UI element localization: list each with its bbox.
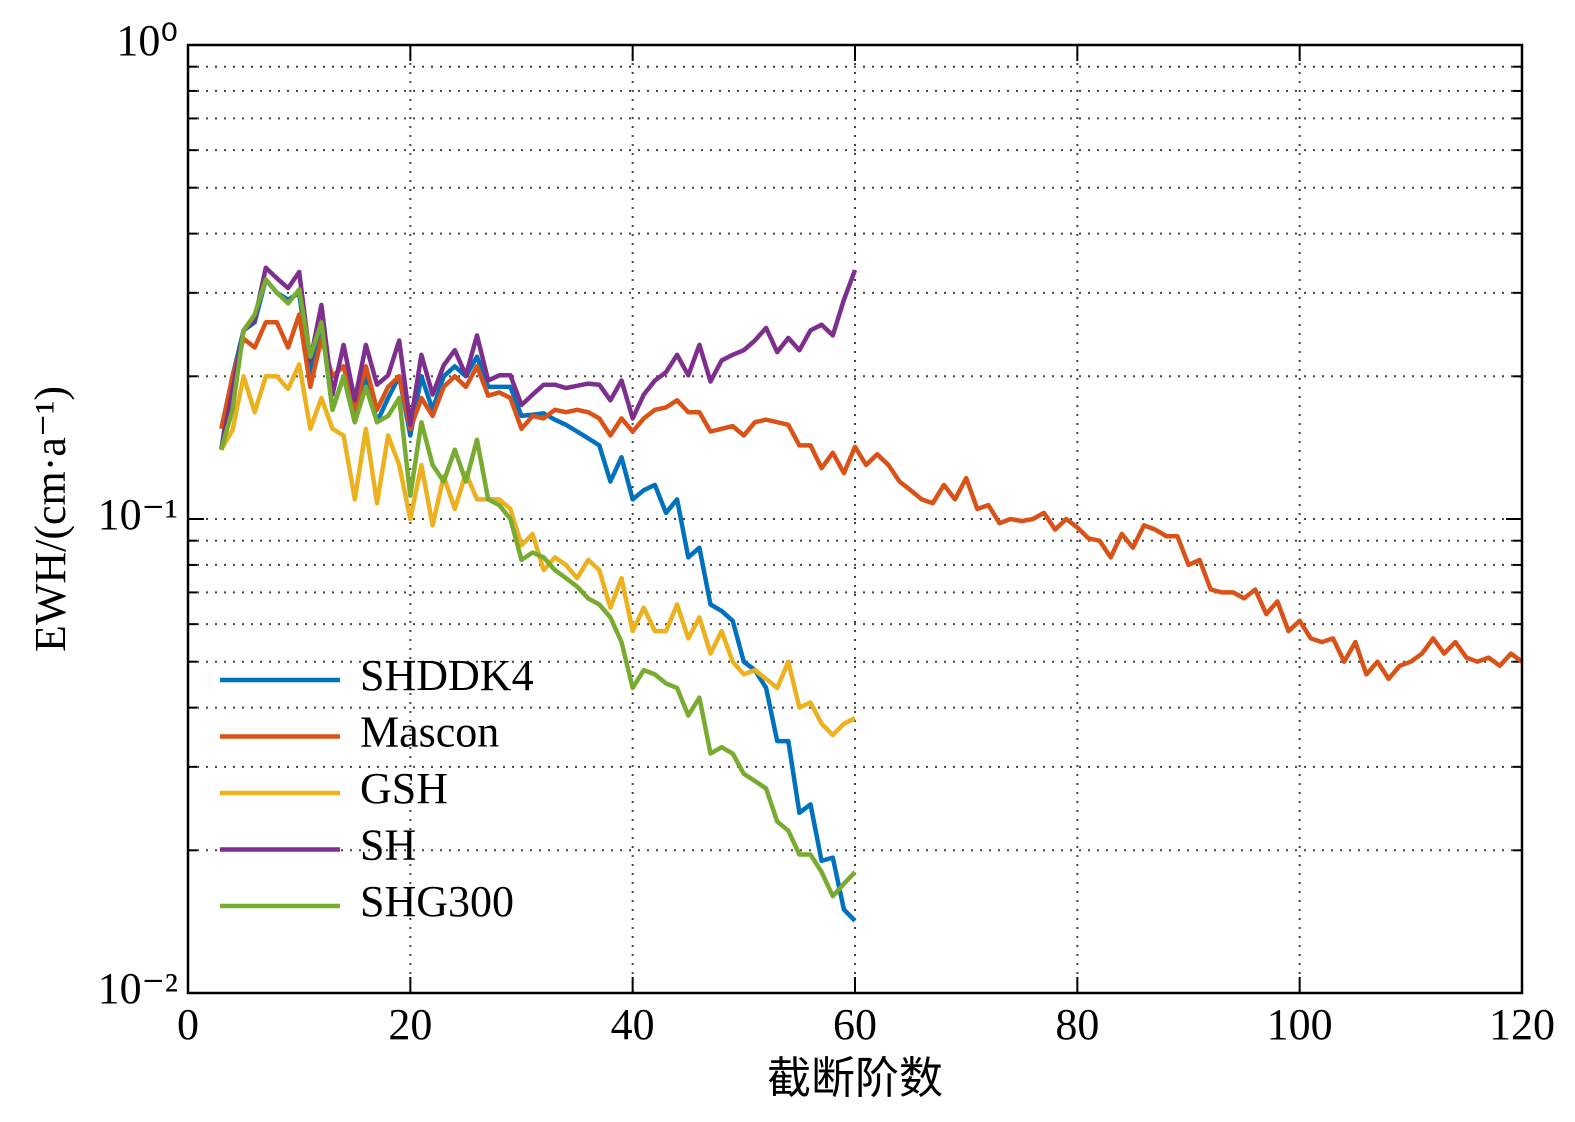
legend-label: Mascon <box>360 708 499 757</box>
legend-label: SHG300 <box>360 877 514 926</box>
plot-frame <box>186 43 1524 995</box>
x-tick-label: 20 <box>388 1000 432 1049</box>
data-line <box>219 362 856 738</box>
legend-label: GSH <box>360 764 448 813</box>
x-tick-label: 100 <box>1267 1000 1333 1049</box>
y-tick-label: 10⁻² <box>98 964 178 1013</box>
x-tick-label: 60 <box>833 1000 877 1049</box>
x-tick-label: 40 <box>611 1000 655 1049</box>
x-tick-label: 120 <box>1489 1000 1555 1049</box>
data-line <box>219 277 857 923</box>
y-tick-label: 10⁻¹ <box>98 490 178 539</box>
x-tick-label: 0 <box>177 1000 199 1049</box>
data-line <box>219 312 1524 682</box>
x-tick-label: 80 <box>1055 1000 1099 1049</box>
x-axis-label: 截断阶数 <box>767 1054 943 1103</box>
legend-label: SHDDK4 <box>360 651 534 700</box>
y-tick-label: 10⁰ <box>116 16 178 65</box>
legend-label: SH <box>360 821 416 870</box>
data-line <box>219 277 857 899</box>
y-axis-label: EWH/(cm·a⁻¹) <box>26 386 75 652</box>
